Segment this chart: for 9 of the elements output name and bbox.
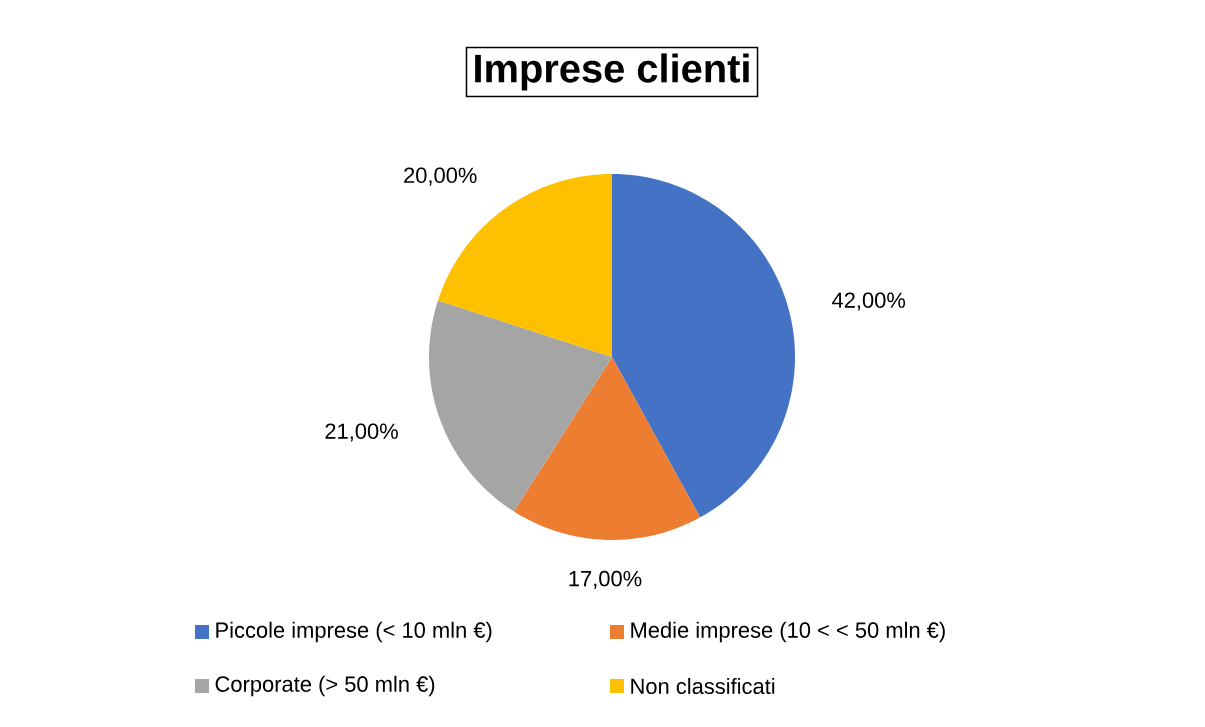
legend-label: Non classificati	[631, 677, 775, 695]
legend-label: Piccole imprese (< 10 mln €)	[216, 621, 492, 643]
data-label: 20,00%	[404, 167, 477, 186]
legend-label: Medie imprese (10 < < 50 mln €)	[631, 621, 945, 643]
chart-title: Imprese clienti	[475, 53, 749, 91]
data-label: 21,00%	[325, 423, 398, 442]
legend-label: Corporate (> 50 mln €)	[215, 675, 435, 697]
data-label: 42,00%	[832, 292, 906, 311]
data-label: 17,00%	[569, 570, 642, 589]
